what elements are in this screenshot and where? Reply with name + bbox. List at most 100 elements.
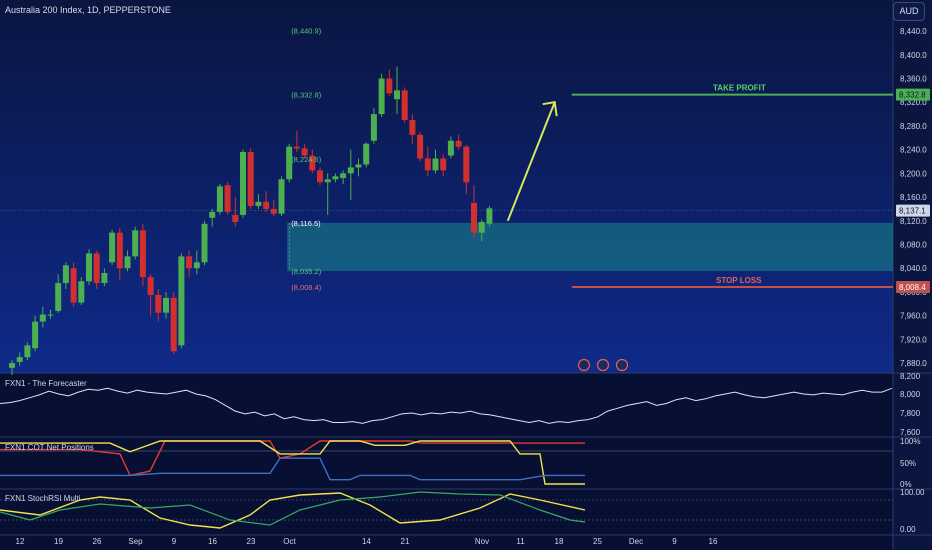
candle-body — [278, 179, 285, 214]
candle-body — [163, 297, 169, 313]
y-tick-label: 8,400.0 — [900, 51, 927, 60]
symbol-title: Australia 200 Index, 1D, PEPPERSTONE — [5, 5, 171, 15]
candle-body — [101, 272, 108, 284]
candle-body — [293, 146, 300, 149]
candle-body — [247, 152, 254, 206]
candle-body — [116, 232, 123, 269]
candle-body — [409, 119, 416, 135]
candle-body — [401, 90, 408, 120]
y-tick-label: 7,920.0 — [900, 335, 927, 344]
candle-body — [478, 221, 485, 233]
candle-body — [301, 148, 308, 156]
candle-body — [201, 223, 208, 263]
candle-body — [124, 256, 131, 269]
candle-body — [147, 277, 154, 295]
x-tick-label: 26 — [93, 537, 102, 546]
candle-body — [424, 158, 431, 171]
y-tick-label: 8,240.0 — [900, 146, 927, 155]
x-tick-label: 11 — [516, 537, 525, 546]
candle-body — [93, 253, 100, 284]
candle-body — [332, 176, 339, 180]
x-tick-label: Dec — [629, 537, 643, 546]
level-annotation: (8,332.8) — [291, 91, 322, 100]
main-pane-bg — [0, 0, 893, 373]
level-annotation: (8,440.9) — [291, 27, 322, 36]
sl-price-tag: 8,008.4 — [899, 283, 926, 292]
candle-body — [386, 78, 393, 94]
x-tick-label: 19 — [54, 537, 63, 546]
tp-price-tag-bg — [896, 88, 930, 101]
level-annotation: (8,224.6) — [291, 155, 322, 164]
y-tick-label: 8,160.0 — [900, 193, 927, 202]
candle-body — [347, 167, 354, 174]
candle-body — [270, 208, 277, 214]
x-tick-label: 12 — [16, 537, 25, 546]
candle-body — [78, 281, 85, 303]
candle-body — [55, 283, 62, 311]
x-tick-label: 25 — [593, 537, 602, 546]
y-tick-label: 8,200.0 — [900, 169, 927, 178]
candle-body — [186, 256, 193, 269]
level-annotation: (8,008.4) — [291, 283, 322, 292]
candle-body — [62, 265, 69, 284]
y-tick-label: 8,360.0 — [900, 74, 927, 83]
candle-body — [317, 170, 323, 183]
currency-button[interactable]: AUD — [893, 2, 925, 21]
candle-body — [170, 297, 177, 352]
candle-body — [39, 314, 46, 322]
candle-body — [24, 345, 31, 358]
current-price-tag: 8,137.1 — [899, 207, 926, 216]
demand-zone — [287, 222, 893, 272]
forecaster-tick: 7,800 — [900, 409, 921, 418]
x-tick-label: Nov — [475, 537, 489, 546]
cot-red-line — [0, 440, 585, 477]
candle-body — [447, 140, 454, 156]
x-tick-label: Oct — [283, 537, 296, 546]
candle-body — [324, 179, 331, 183]
x-tick-label: 18 — [555, 537, 564, 546]
candle-body — [9, 363, 15, 368]
tp-price-tag: 8,332.8 — [899, 91, 926, 100]
candle-body — [132, 230, 139, 257]
candle-body — [471, 203, 477, 233]
x-tick-label: 23 — [247, 537, 256, 546]
candle-body — [209, 211, 216, 218]
stoch-yellow-line — [0, 492, 586, 529]
candle-body — [216, 186, 223, 212]
x-tick-label: 21 — [401, 537, 410, 546]
candle-body — [86, 253, 92, 282]
candle-body — [363, 143, 370, 165]
stoch-tick-high: 100.00 — [900, 488, 925, 497]
cot-tick: 0% — [900, 480, 912, 489]
stop-loss-label: STOP LOSS — [716, 276, 762, 285]
candle-body — [155, 294, 162, 313]
candle-body — [432, 158, 439, 171]
candle-body — [16, 357, 23, 362]
candle-body — [139, 230, 146, 278]
candle-body — [109, 232, 116, 263]
stoch-green-line — [0, 491, 586, 526]
event-icon-1 — [577, 358, 591, 372]
y-tick-label: 8,080.0 — [900, 241, 927, 250]
candle-body — [370, 114, 377, 141]
candle-body — [309, 155, 316, 171]
projection-arrow — [506, 101, 556, 222]
candle-body — [70, 268, 77, 303]
take-profit-label: TAKE PROFIT — [713, 84, 766, 93]
stochrsi-title: FXN1 StochRSI Multi — [5, 494, 81, 503]
candle-body — [440, 158, 447, 171]
y-tick-label: 8,440.0 — [900, 27, 927, 36]
candle-body — [463, 146, 470, 183]
candle-body — [232, 214, 239, 222]
candle-body — [340, 173, 347, 179]
forecaster-tick: 7,600 — [900, 428, 921, 437]
y-tick-label: 8,040.0 — [900, 264, 927, 273]
event-icon-2 — [596, 358, 610, 372]
y-tick-label: 8,280.0 — [900, 122, 927, 131]
x-tick-label: 16 — [709, 537, 718, 546]
candle-body — [486, 208, 493, 224]
candle-body — [32, 321, 39, 349]
candle-body — [417, 134, 424, 159]
